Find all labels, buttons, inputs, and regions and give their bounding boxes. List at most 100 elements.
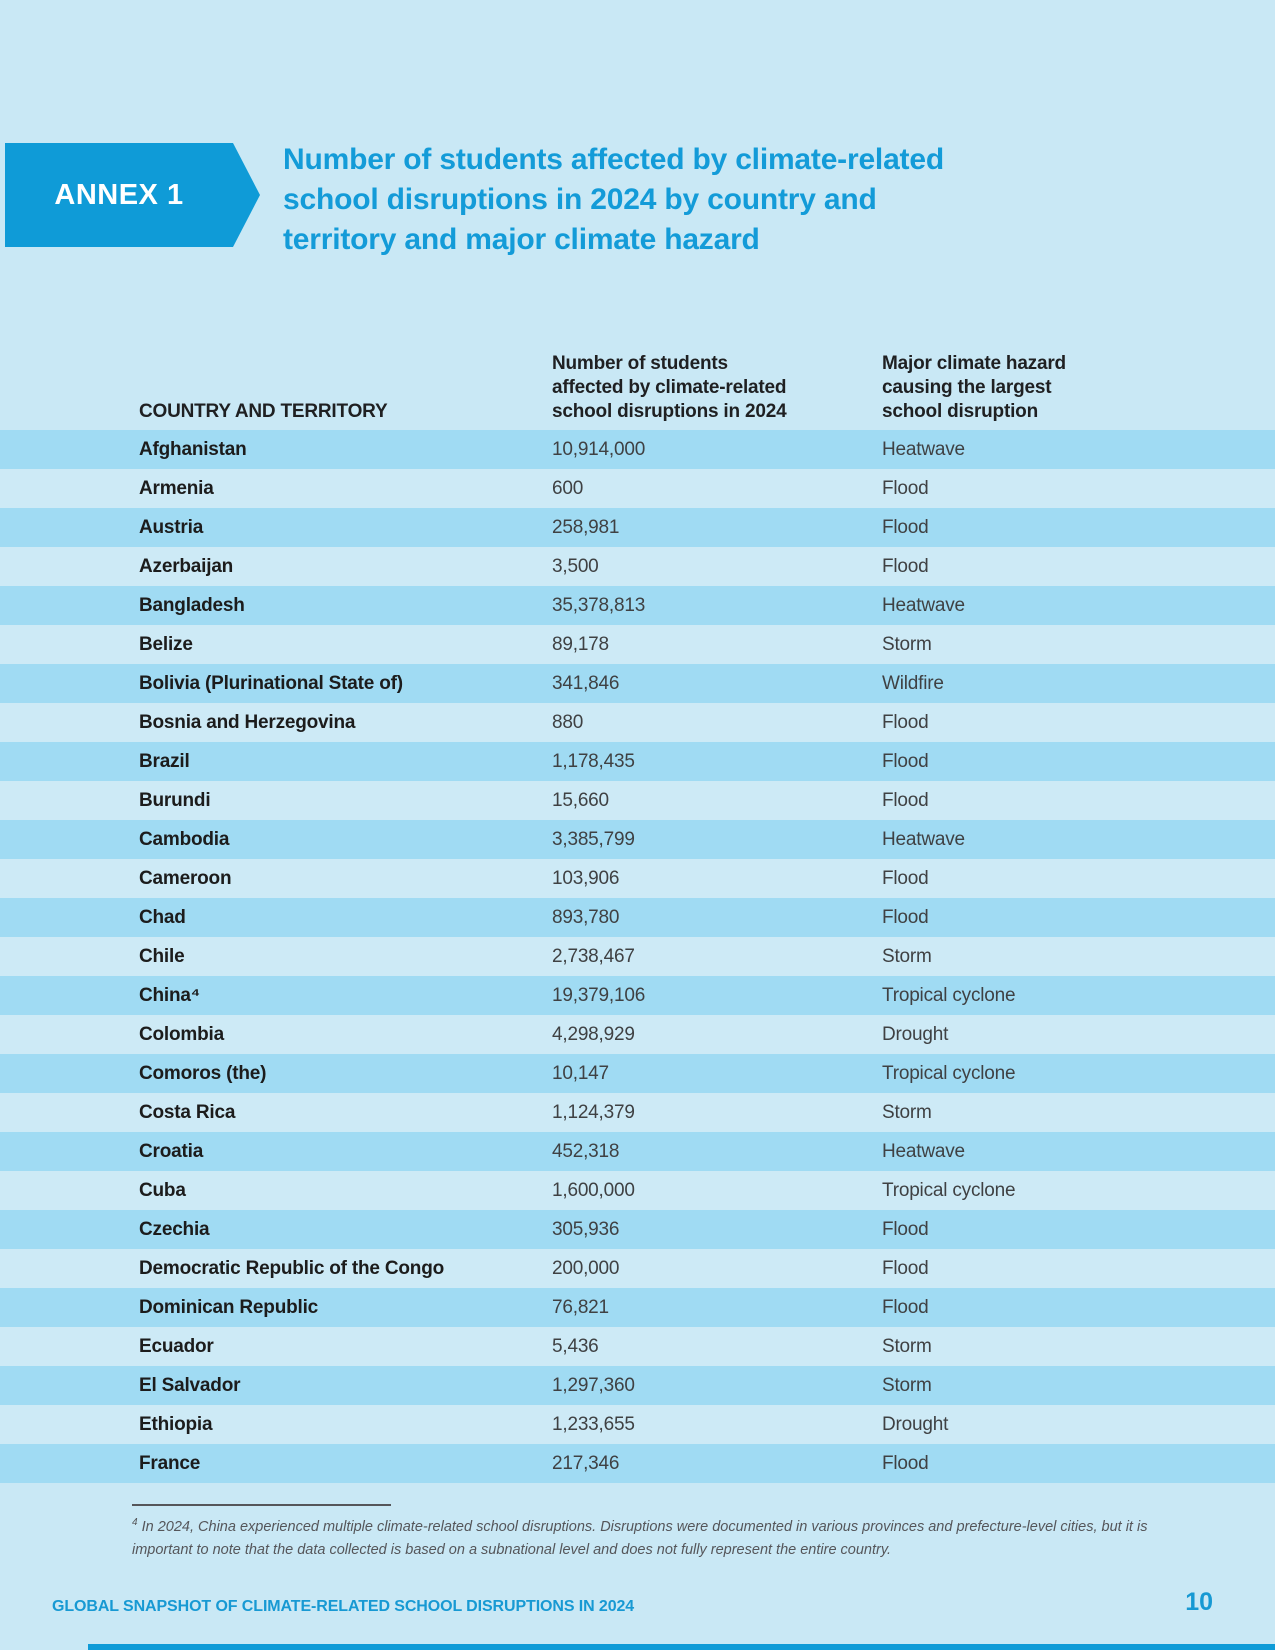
students-cell: 200,000: [552, 1257, 620, 1279]
footnote-text-1: In 2024, China experienced multiple clim…: [141, 1518, 1148, 1535]
table-row: Bolivia (Plurinational State of) 341,846 W…: [0, 664, 1275, 703]
country-cell: Cambodia: [139, 828, 230, 850]
students-cell: 15,660: [552, 789, 609, 811]
banner-arrow-icon: [233, 143, 260, 247]
table-row: Democratic Republic of the Congo 200,000 F…: [0, 1249, 1275, 1288]
hazard-cell: Flood: [882, 906, 929, 928]
table-row: Bosnia and Herzegovina 880 Flood: [0, 703, 1275, 742]
hazard-cell: Tropical cyclone: [882, 1179, 1016, 1201]
country-cell: Cameroon: [139, 867, 232, 889]
hazard-cell: Storm: [882, 1374, 932, 1396]
students-cell: 103,906: [552, 867, 620, 889]
hazard-cell: Storm: [882, 1335, 932, 1357]
page-title-line-1: Number of students affected by climate-r…: [283, 143, 944, 176]
hazard-cell: Tropical cyclone: [882, 1062, 1016, 1084]
table-row: Belize 89,178 Storm: [0, 625, 1275, 664]
hazard-cell: Heatwave: [882, 828, 965, 850]
hazard-cell: Flood: [882, 867, 929, 889]
country-cell: El Salvador: [139, 1374, 241, 1396]
students-cell: 3,385,799: [552, 828, 635, 850]
hazard-cell: Flood: [882, 789, 929, 811]
country-cell: Croatia: [139, 1140, 204, 1162]
students-cell: 452,318: [552, 1140, 620, 1162]
students-cell: 5,436: [552, 1335, 599, 1357]
hazard-cell: Flood: [882, 711, 929, 733]
students-cell: 3,500: [552, 555, 599, 577]
students-cell: 893,780: [552, 906, 620, 928]
country-cell: Chad: [139, 906, 186, 928]
students-cell: 10,914,000: [552, 438, 646, 460]
country-cell: Cuba: [139, 1179, 186, 1201]
table-row: Burundi 15,660 Flood: [0, 781, 1275, 820]
table-row: France 217,346 Flood: [0, 1444, 1275, 1483]
country-cell: Ethiopia: [139, 1413, 213, 1435]
hazard-cell: Storm: [882, 945, 932, 967]
footnote-line-2: important to note that the data collecte…: [132, 1541, 892, 1558]
students-cell: 35,378,813: [552, 594, 646, 616]
country-cell: Bolivia (Plurinational State of): [139, 672, 403, 694]
table-row: Ethiopia 1,233,655 Drought: [0, 1405, 1275, 1444]
students-cell: 1,600,000: [552, 1179, 635, 1201]
table-row: Comoros (the) 10,147 Tropical cyclone: [0, 1054, 1275, 1093]
column-header-students-line-2: affected by climate-related: [552, 377, 787, 398]
table-body: Afghanistan 10,914,000 Heatwave Armenia 600 F…: [0, 430, 1275, 1483]
table-row: Chad 893,780 Flood: [0, 898, 1275, 937]
table-row: Armenia 600 Flood: [0, 469, 1275, 508]
country-cell: Austria: [139, 516, 204, 538]
country-cell: Dominican Republic: [139, 1296, 319, 1318]
students-cell: 1,297,360: [552, 1374, 635, 1396]
country-cell: Armenia: [139, 477, 214, 499]
country-cell: Brazil: [139, 750, 190, 772]
students-cell: 305,936: [552, 1218, 620, 1240]
country-cell: Costa Rica: [139, 1101, 236, 1123]
country-cell: Colombia: [139, 1023, 224, 1045]
country-cell: Ecuador: [139, 1335, 214, 1357]
students-cell: 1,124,379: [552, 1101, 635, 1123]
table-row: El Salvador 1,297,360 Storm: [0, 1366, 1275, 1405]
table-header: COUNTRY AND TERRITORY Number of students…: [0, 352, 1275, 424]
footer-accent-bar: [88, 1644, 1275, 1650]
country-cell: Bangladesh: [139, 594, 245, 616]
hazard-cell: Heatwave: [882, 1140, 965, 1162]
students-cell: 2,738,467: [552, 945, 635, 967]
table-row: Dominican Republic 76,821 Flood: [0, 1288, 1275, 1327]
hazard-cell: Tropical cyclone: [882, 984, 1016, 1006]
table-row: Ecuador 5,436 Storm: [0, 1327, 1275, 1366]
page-title-line-3: territory and major climate hazard: [283, 223, 760, 256]
students-cell: 217,346: [552, 1452, 620, 1474]
table-row: Croatia 452,318 Heatwave: [0, 1132, 1275, 1171]
table-row: Chile 2,738,467 Storm: [0, 937, 1275, 976]
country-cell: Azerbaijan: [139, 555, 234, 577]
hazard-cell: Flood: [882, 1218, 929, 1240]
students-cell: 880: [552, 711, 584, 733]
country-cell: China⁴: [139, 984, 200, 1006]
country-cell: Comoros (the): [139, 1062, 267, 1084]
hazard-cell: Flood: [882, 555, 929, 577]
column-header-students-line-3: school disruptions in 2024: [552, 401, 787, 422]
country-cell: Chile: [139, 945, 185, 967]
table-row: Costa Rica 1,124,379 Storm: [0, 1093, 1275, 1132]
hazard-cell: Heatwave: [882, 594, 965, 616]
column-header-hazard-line-1: Major climate hazard: [882, 353, 1066, 374]
footnote-marker: 4: [132, 1517, 138, 1528]
country-cell: Belize: [139, 633, 193, 655]
hazard-cell: Flood: [882, 1257, 929, 1279]
students-cell: 76,821: [552, 1296, 609, 1318]
annex-banner: ANNEX 1: [5, 143, 260, 247]
students-cell: 258,981: [552, 516, 620, 538]
hazard-cell: Storm: [882, 633, 932, 655]
country-cell: Czechia: [139, 1218, 210, 1240]
table-row: Czechia 305,936 Flood: [0, 1210, 1275, 1249]
country-cell: Bosnia and Herzegovina: [139, 711, 356, 733]
students-cell: 4,298,929: [552, 1023, 635, 1045]
students-cell: 1,178,435: [552, 750, 635, 772]
table-row: Colombia 4,298,929 Drought: [0, 1015, 1275, 1054]
column-header-students: Number of students affected by climate-r…: [552, 352, 882, 424]
footer-report-title: GLOBAL SNAPSHOT OF CLIMATE-RELATED SCHOO…: [52, 1598, 635, 1615]
students-cell: 10,147: [552, 1062, 609, 1084]
students-cell: 19,379,106: [552, 984, 646, 1006]
annex-label: ANNEX 1: [54, 178, 184, 211]
table-row: Austria 258,981 Flood: [0, 508, 1275, 547]
students-cell: 89,178: [552, 633, 609, 655]
